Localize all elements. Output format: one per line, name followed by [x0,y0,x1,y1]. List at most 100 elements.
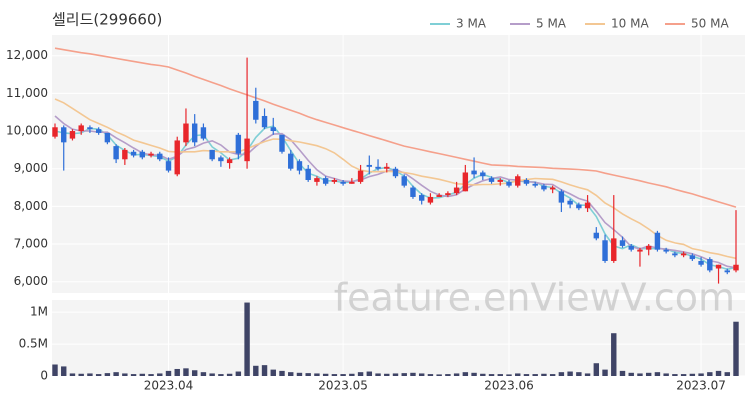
volume-bar [497,374,503,376]
volume-bar [104,373,111,376]
volume-bar [418,373,425,376]
candle-body [515,176,521,186]
candle-body [87,127,93,130]
volume-bar [331,374,338,376]
candle-body [523,180,530,184]
candle-body [314,178,320,182]
candle-body [270,127,276,132]
candle-body [261,115,268,128]
volume-bar [584,373,591,376]
candle-body [611,238,617,261]
candle-body [558,191,565,203]
volume-bar [226,373,233,376]
volume-bar [244,302,250,376]
y-tick-label: 12,000 [6,48,48,62]
candle-body [340,181,346,184]
candle-body [497,180,503,182]
candle-body [366,164,373,167]
y-tick-label: 8,000 [14,199,48,213]
volume-bar [680,374,687,376]
candle-body [357,170,364,182]
volume-bar [139,373,146,376]
volume-bar [296,372,303,376]
volume-bar [445,374,451,376]
candle-body [104,132,111,143]
volume-bar [506,374,512,376]
candle-body [375,166,381,169]
ma-line [54,47,737,208]
candle-body [139,151,146,158]
x-tick-label: 2023.05 [318,379,368,393]
volume-bar [209,373,215,376]
chart-title: 셀리드(299660) [52,11,162,29]
candle-body [279,134,285,152]
candle-body [567,200,573,205]
candle-body [707,259,713,271]
volume-bar [637,373,643,376]
volume-bar [78,373,84,376]
volume-bar [645,372,652,376]
y-tick-label: 6,000 [14,274,48,288]
volume-bar [148,374,154,376]
candle-body [602,240,608,261]
volume-bar [270,369,276,376]
price-plot-bg [52,35,745,293]
candle-body [663,249,669,252]
volume-bar [349,373,355,376]
candle-body [69,131,76,139]
candle-body [288,153,294,169]
volume-bar [384,373,390,376]
candle-body [61,127,67,143]
volume-bar [113,372,119,376]
volume-bar [515,373,521,376]
candle-body [689,255,696,260]
candle-body [593,232,600,239]
candle-body [733,264,739,271]
volume-bar [628,372,634,376]
volume-bar [453,373,460,376]
volume-bar [165,370,172,376]
candle-body [183,123,189,143]
candle-body [549,187,556,190]
volume-bar [410,372,416,376]
candle-body [52,127,58,137]
candle-body [95,129,102,133]
volume-bar [549,374,556,376]
candle-body [78,125,84,132]
volume-bar [611,333,617,376]
volume-bar [619,370,626,376]
volume-bar [707,372,713,376]
x-tick-label: 2023.06 [484,379,534,393]
volume-bar [130,374,137,376]
legend-label: 10 MA [611,17,649,31]
candle-body [392,168,399,177]
candle-body [130,151,137,156]
volume-bar [261,365,268,376]
volume-bar [279,370,285,376]
candle-body [401,176,407,186]
volume-bar [357,372,364,376]
volume-bar [183,368,189,376]
candle-body [200,127,207,139]
volume-bar [672,374,678,376]
volume-bar [724,372,730,376]
volume-bar [253,365,259,376]
candle-body [488,178,495,182]
volume-bar [689,373,696,376]
volume-bar [340,374,346,376]
y-tick-label: 7,000 [14,237,48,251]
candle-body [680,253,687,256]
candle-body [715,264,722,269]
volume-bar [392,373,399,376]
volume-bar [576,372,582,376]
volume-bar [288,372,294,376]
volume-bar [698,373,704,376]
y-tick-label: 9,000 [14,161,48,175]
candle-body [384,166,390,169]
candle-body [584,202,591,209]
volume-bar [375,373,381,376]
volume-bar [471,372,477,376]
volume-bar [733,321,739,376]
candle-body [506,181,512,186]
